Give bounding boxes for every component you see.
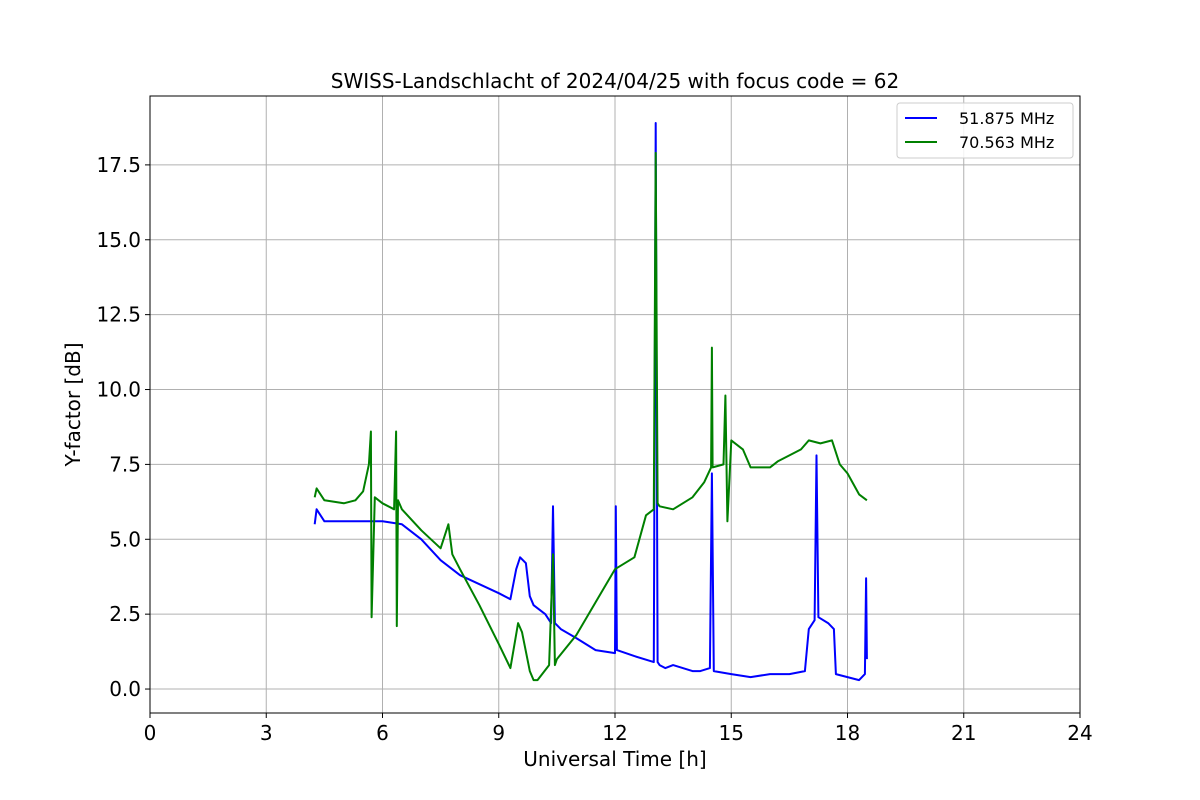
legend-label-1: 51.875 MHz xyxy=(959,109,1054,128)
ticks: 0 3 6 9 12 15 18 21 24 0.0 2.5 5.0 7.5 10.0 12.5 15.0 17… xyxy=(96,153,1092,745)
x-tick-label: 6 xyxy=(376,721,389,745)
legend-box xyxy=(896,102,1074,159)
y-tick-label: 0.0 xyxy=(109,677,141,701)
x-tick-label: 9 xyxy=(492,721,505,745)
x-tick-label: 0 xyxy=(144,721,157,745)
x-tick-label: 18 xyxy=(835,721,860,745)
y-tick-label: 2.5 xyxy=(109,602,141,626)
legend: 51.875 MHz 70.563 MHz xyxy=(896,102,1074,159)
y-tick-label: 17.5 xyxy=(96,153,141,177)
x-tick-label: 3 xyxy=(260,721,273,745)
x-tick-label: 21 xyxy=(951,721,976,745)
chart-title: SWISS-Landschlacht of 2024/04/25 with fo… xyxy=(331,69,899,93)
x-tick-label: 24 xyxy=(1067,721,1092,745)
series-line-2 xyxy=(313,151,868,682)
y-tick-label: 5.0 xyxy=(109,527,141,551)
y-tick-label: 10.0 xyxy=(96,378,141,402)
x-axis-label: Universal Time [h] xyxy=(523,747,706,771)
series-line-1 xyxy=(313,122,868,682)
x-tick-label: 15 xyxy=(719,721,744,745)
legend-label-2: 70.563 MHz xyxy=(959,133,1054,152)
y-tick-label: 15.0 xyxy=(96,228,141,252)
y-tick-label: 12.5 xyxy=(96,303,141,327)
y-tick-label: 7.5 xyxy=(109,452,141,476)
series-layer xyxy=(313,122,868,682)
x-tick-label: 12 xyxy=(602,721,627,745)
y-axis-label: Y-factor [dB] xyxy=(61,342,85,467)
